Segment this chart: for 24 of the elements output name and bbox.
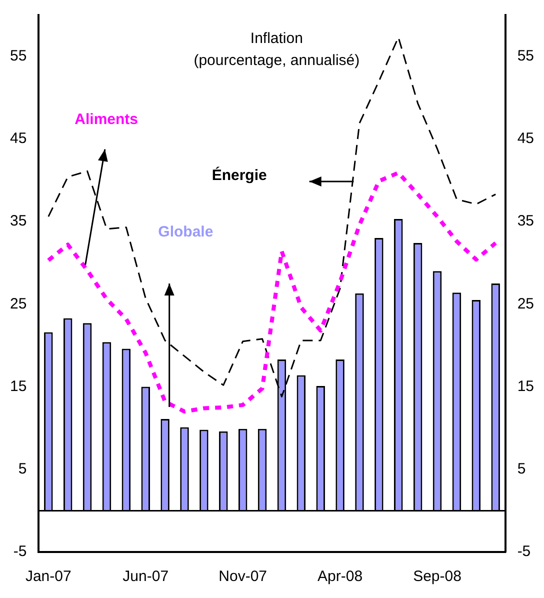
y-tick-label: 15 (10, 378, 27, 395)
text: (pourcentage, annualisé) (194, 52, 360, 70)
y2-tick-label: 45 (517, 130, 534, 148)
x-tick-label: Nov-07 (218, 568, 268, 586)
text: Aliments (74, 110, 138, 128)
y2-tick-label: 15 (517, 378, 534, 395)
y2-tick-label: 25 (517, 295, 534, 312)
y2-tick-label: 55 (517, 47, 534, 64)
y-tick-label: 5 (18, 460, 27, 478)
y-tick-label: 55 (10, 47, 27, 64)
text: Globale (158, 224, 214, 241)
y-tick-label: -5 (13, 543, 27, 560)
y2-tick-label: 35 (517, 212, 534, 230)
y-tick-label: 35 (10, 212, 27, 230)
x-tick-label: Jan-07 (25, 568, 72, 586)
x-tick-label: Apr-08 (318, 568, 363, 586)
y-tick-label: 25 (10, 295, 27, 312)
y2-tick-label: -5 (517, 543, 531, 560)
y-tick-label: 45 (10, 130, 27, 148)
text: Inflation (250, 30, 303, 48)
y2-tick-label: 5 (517, 460, 526, 478)
text: Énergie (212, 166, 267, 184)
x-tick-label: Jun-07 (122, 568, 169, 586)
x-tick-label: Sep-08 (413, 568, 462, 586)
